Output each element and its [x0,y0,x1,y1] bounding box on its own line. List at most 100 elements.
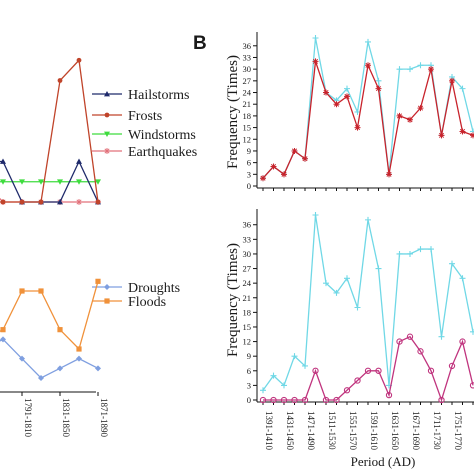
b-bottom-x-tick-label: 1631-1650 [390,411,400,450]
b-bottom-series-1-point-11 [375,367,382,374]
b-top-y-tick-label: 24 [243,88,252,98]
b-top-series-1-point-11 [375,85,382,92]
b-bottom-x-tick-label: 1471-1490 [306,411,316,450]
a-bottom-floods-point-5 [76,346,82,352]
b-bottom-series-0-point-14 [407,250,413,257]
b-top-series-0-point-5 [312,35,319,41]
b-bottom-series-1-point-12 [385,391,393,399]
b-bottom-series-0-point-3 [291,353,298,360]
b-top-series-0-point-15 [417,62,424,69]
a-x-tick-label: 1791-1810 [23,398,33,437]
b-bottom-y-tick-label: 9 [247,351,251,361]
y-axis-label-b-top: Frequency (Times) [225,55,241,169]
legend-a-top: Hailstorms Frosts Windstorms Earthquakes [92,88,197,160]
b-bottom-series-0-point-19 [459,275,466,282]
b-bottom-series-1-point-20 [469,382,474,389]
b-top-series-0-point-10 [365,38,371,45]
legend-marker-windstorms [104,131,110,137]
a-top-hailstorms-point-5 [76,158,82,164]
a-bottom-floods-point-2 [19,288,25,294]
b-top-series-0-point-11 [375,77,382,84]
b-bottom-x-tick-label: 1671-1690 [411,411,421,450]
b-top-y-tick-label: 0 [247,181,251,191]
legend-marker-frosts [104,112,110,118]
b-bottom-y-tick-label: 36 [243,220,252,230]
b-bottom-series-1-point-6 [322,396,330,404]
b-bottom-series-0-point-18 [449,260,455,267]
b-top-series-1-point-3 [291,147,298,154]
b-bottom-y-tick-label: 15 [243,322,252,332]
b-bottom-y-tick-label: 18 [243,307,252,317]
a-top-windstorms-point-3 [38,179,44,185]
a-top-windstorms-point-5 [76,179,82,185]
a-bottom-droughts-point-4 [57,365,63,372]
b-bottom-series-1-point-5 [312,367,319,374]
a-bottom-floods-point-6 [95,278,101,284]
b-bottom-series-1-point-17 [438,396,445,404]
b-top-series-1-point-4 [302,155,308,162]
b-top-series-1-point-2 [281,171,287,178]
b-top-y-tick-label: 6 [247,158,251,168]
b-top-series-0-point-13 [396,66,403,73]
a-bottom-floods-line [0,281,99,351]
b-top-y-tick-label: 36 [243,41,252,51]
legend-label-hailstorms: Hailstorms [128,88,189,103]
b-bottom-series-0-point-11 [375,265,382,272]
b-bottom-y-tick-label: 30 [243,249,252,259]
b-bottom-series-1-point-8 [343,387,351,394]
a-top-windstorms-point-6 [95,179,101,185]
legend-marker-floods [104,298,110,304]
b-bottom-series-0-point-6 [323,280,329,287]
legend-label-droughts: Droughts [128,281,180,296]
b-bottom-series-1-point-4 [301,396,309,404]
a-top-frosts-point-4 [57,78,63,83]
b-bottom-series-0-line [262,214,474,391]
a-top-frosts-point-1 [0,199,6,205]
a-bottom-droughts-point-3 [38,375,44,381]
b-bottom-series-0-point-10 [365,216,371,223]
b-bottom-series-1-point-15 [417,348,424,355]
b-bottom-series-1-point-0 [259,396,267,404]
b-bottom-series-1-point-16 [427,367,435,374]
b-bottom-series-1-point-2 [280,396,288,404]
b-top-y-tick-label: 9 [247,146,251,156]
b-top-series-1-point-17 [438,132,445,139]
a-bottom-droughts-point-2 [19,355,25,362]
b-bottom-x-tick-label: 1391-1410 [264,411,274,450]
b-bottom-y-tick-label: 3 [247,380,251,390]
b-top-y-tick-label: 21 [243,99,252,109]
a-top-earthquakes-point-5 [76,199,82,205]
b-bottom-x-tick-label: 1551-1570 [348,411,358,450]
b-top-series-1-point-20 [470,132,474,139]
b-top-series-1-line [262,61,474,179]
b-top-series-1-point-13 [396,112,403,119]
a-top-earthquakes-line [0,197,98,203]
a-bottom-floods-point-3 [38,288,44,294]
b-top-y-tick-label: 33 [243,52,252,62]
b-bottom-series-1-point-18 [448,362,456,370]
b-top-y-tick-label: 15 [243,123,252,133]
a-bottom-droughts-line [0,338,99,379]
a-top-hailstorms-point-1 [0,158,6,164]
legend-label-floods: Floods [128,295,166,310]
b-bottom-series-1-point-7 [333,396,340,404]
b-bottom-y-tick-label: 6 [247,366,251,376]
b-top-series-1-point-8 [344,93,350,100]
b-bottom-series-0-point-5 [312,212,319,218]
b-top-series-1-point-16 [428,66,434,73]
b-bottom-series-0-point-15 [417,246,424,253]
legend-marker-droughts [104,284,110,290]
a-top-windstorms-point-4 [57,179,63,185]
b-top-series-1-point-0 [260,175,266,182]
b-top-y-tick-label: 3 [247,169,251,179]
b-bottom-y-tick-label: 27 [243,264,252,274]
b-bottom-series-0-point-4 [302,362,308,369]
b-top-series-0-point-8 [344,85,350,92]
b-top-series-1-point-18 [449,77,455,84]
b-top-series-1-point-6 [323,89,329,96]
a-top-frosts-point-2 [19,199,25,205]
